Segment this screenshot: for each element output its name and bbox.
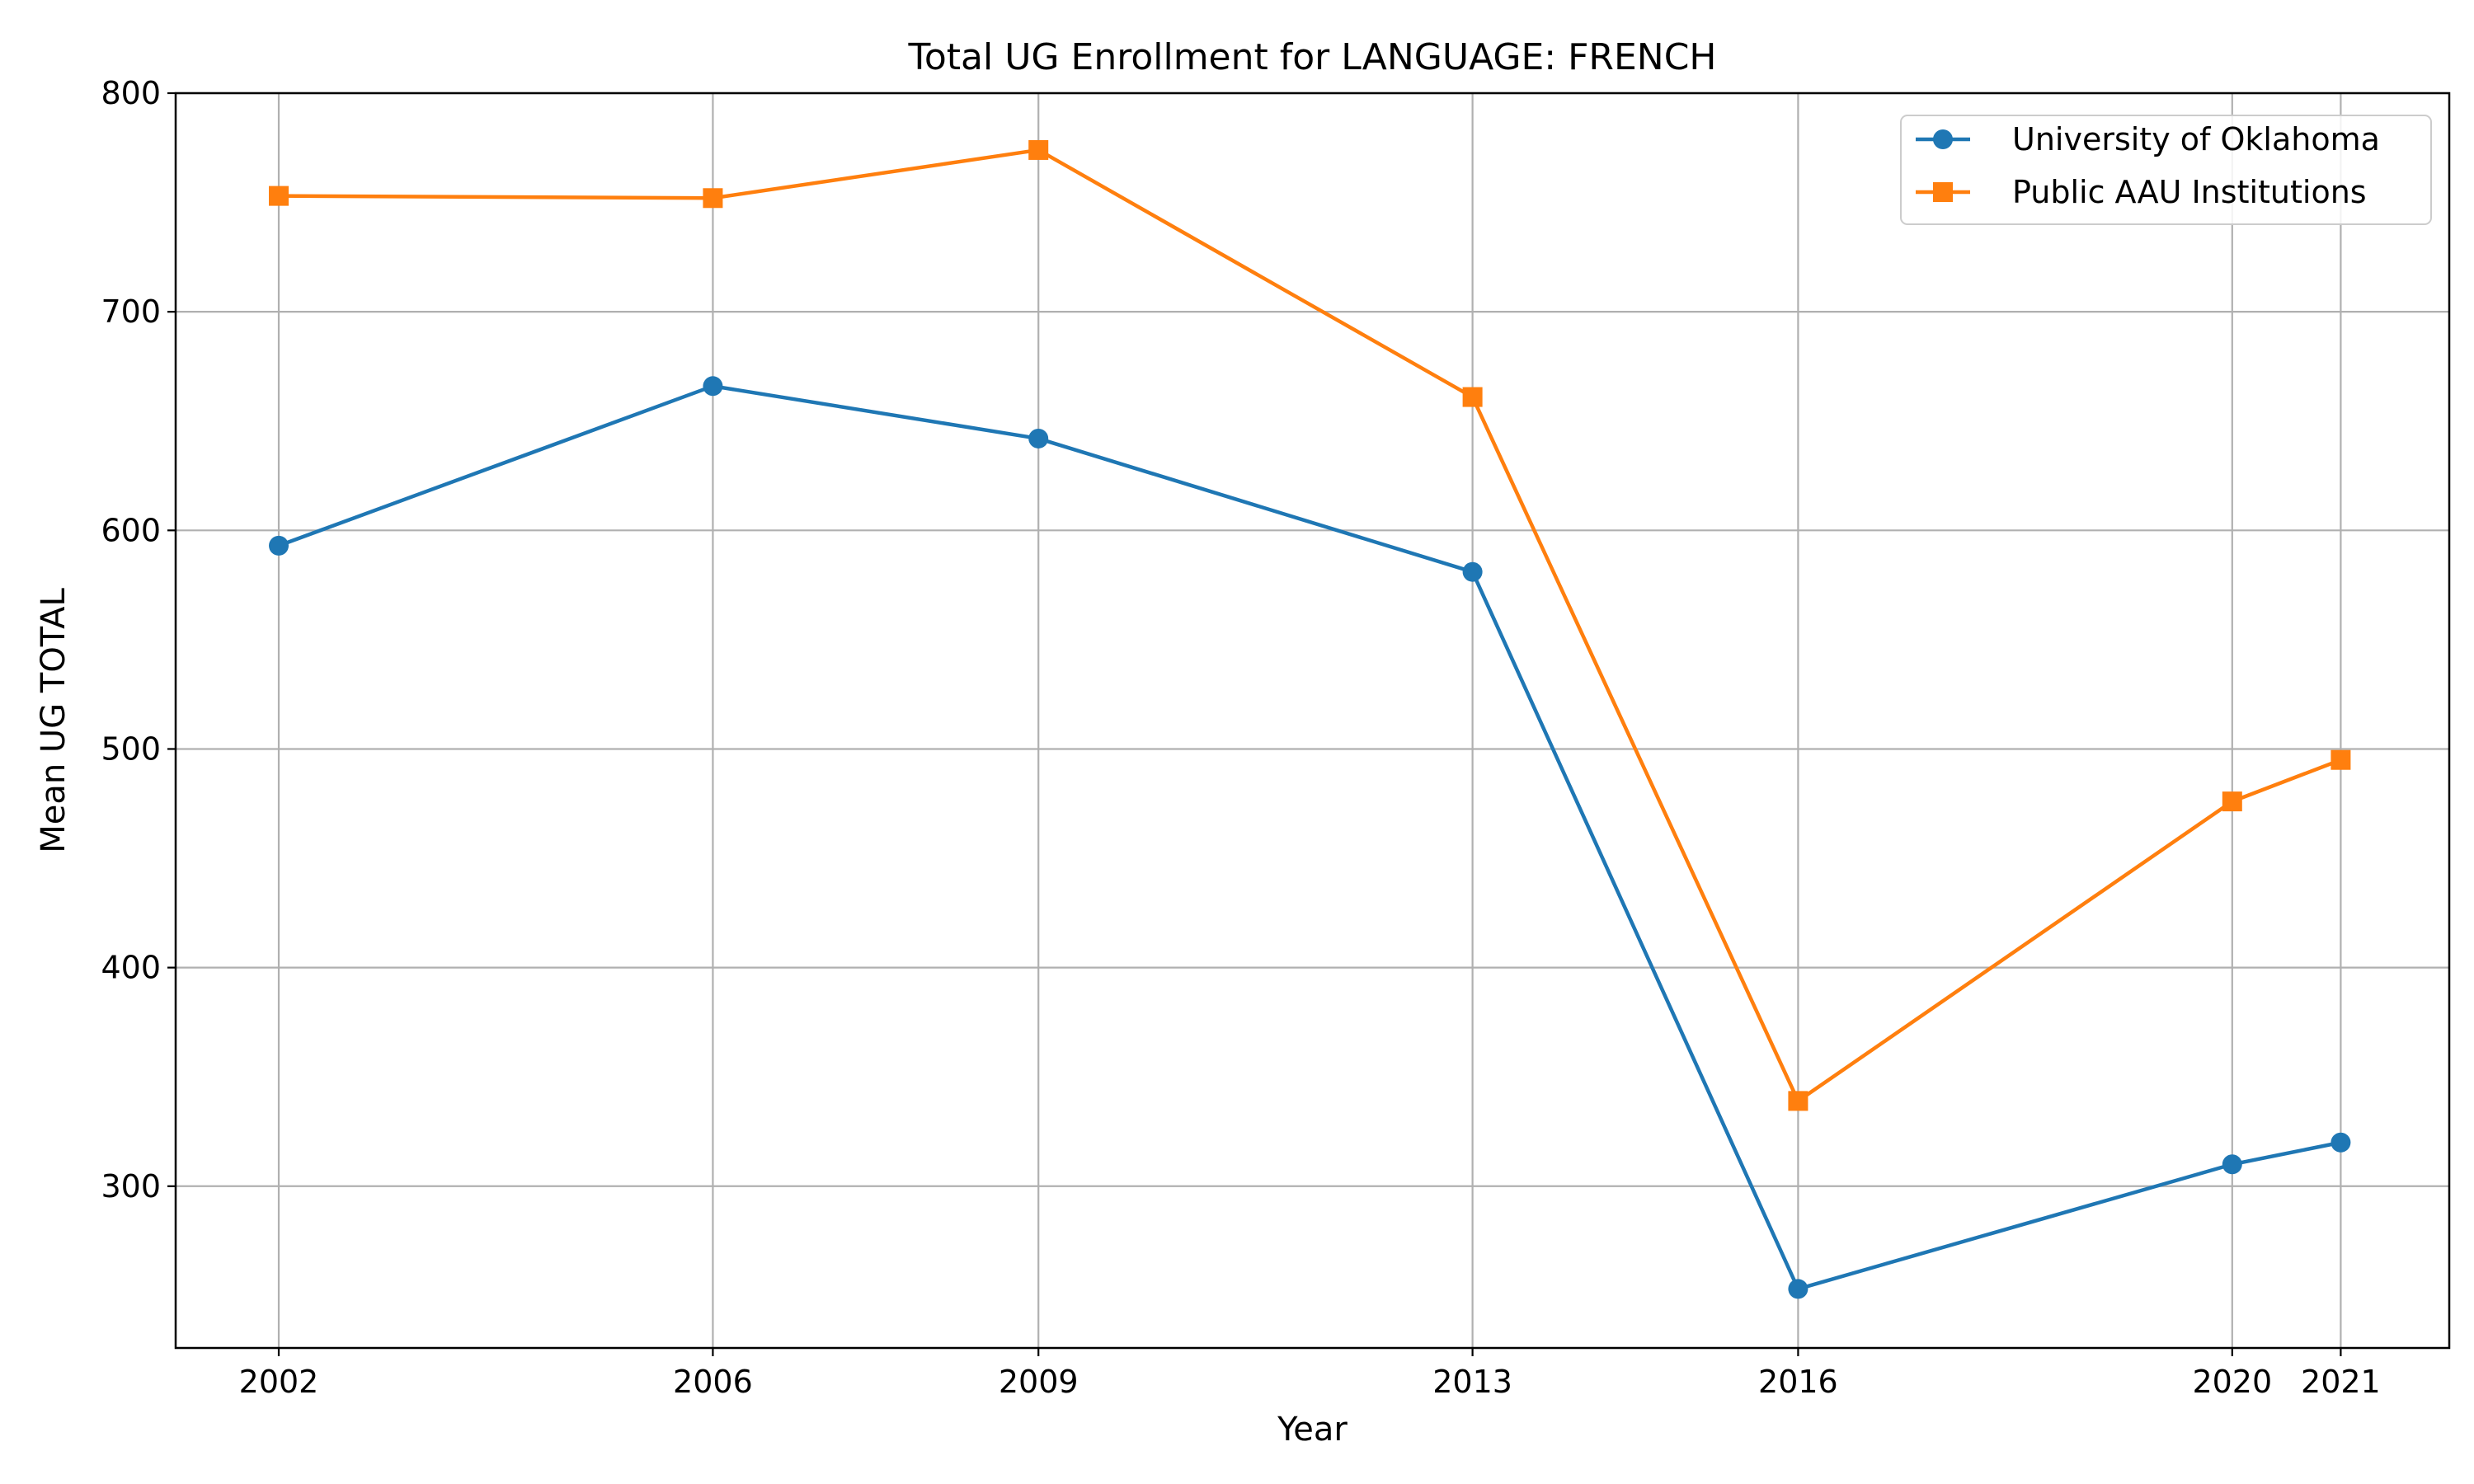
legend-entry: Public AAU Institutions [1916,174,2367,210]
legend-marker [1933,182,1953,202]
y-tick-label: 400 [101,950,161,986]
y-tick-label: 600 [101,512,161,548]
x-tick-label: 2013 [1432,1364,1512,1400]
x-tick-label: 2020 [2192,1364,2272,1400]
x-tick-label: 2016 [1758,1364,1838,1400]
x-axis-label: Year [1277,1411,1348,1449]
data-series [269,139,2351,1299]
data-point-marker [2222,1154,2242,1175]
data-point-marker [2222,791,2242,812]
data-point-marker [269,186,289,206]
legend-box [1900,115,2432,225]
series-1 [269,376,2351,1299]
chart-title: Total UG Enrollment for LANGUAGE: FRENCH [907,36,1716,78]
legend-marker [1933,129,1953,149]
data-point-marker [1462,561,1483,582]
data-point-marker [1028,139,1049,160]
legend-label: University of Oklahoma [2012,121,2380,157]
data-point-marker [2331,1132,2351,1153]
y-tick-label: 300 [101,1168,161,1205]
legend: University of Oklahoma Public AAU Institu… [1900,115,2432,225]
data-point-marker [2331,749,2351,770]
grid-lines [176,92,2449,1348]
legend-label: Public AAU Institutions [2012,174,2367,210]
x-tick-label: 2009 [999,1364,1079,1400]
data-point-marker [1788,1091,1808,1111]
x-tick-label: 2006 [673,1364,753,1400]
y-axis-label: Mean UG TOTAL [35,588,73,853]
y-tick-label: 700 [101,294,161,330]
data-point-marker [1462,387,1483,407]
legend-entry: University of Oklahoma [1916,121,2380,157]
data-point-marker [1788,1279,1808,1299]
y-tick-label: 800 [101,75,161,111]
axis-ticks: 2002 2006 2009 2013 2016 2020 2021 300 400 500 600… [101,75,2380,1400]
data-point-marker [269,535,289,556]
series-2 [269,139,2351,1111]
y-tick-label: 500 [101,730,161,767]
plot-area-frame [174,92,2451,1350]
data-point-marker [1028,428,1049,448]
x-tick-label: 2002 [239,1364,319,1400]
data-point-marker [703,376,723,397]
data-point-marker [703,188,723,209]
x-tick-label: 2021 [2301,1364,2381,1400]
